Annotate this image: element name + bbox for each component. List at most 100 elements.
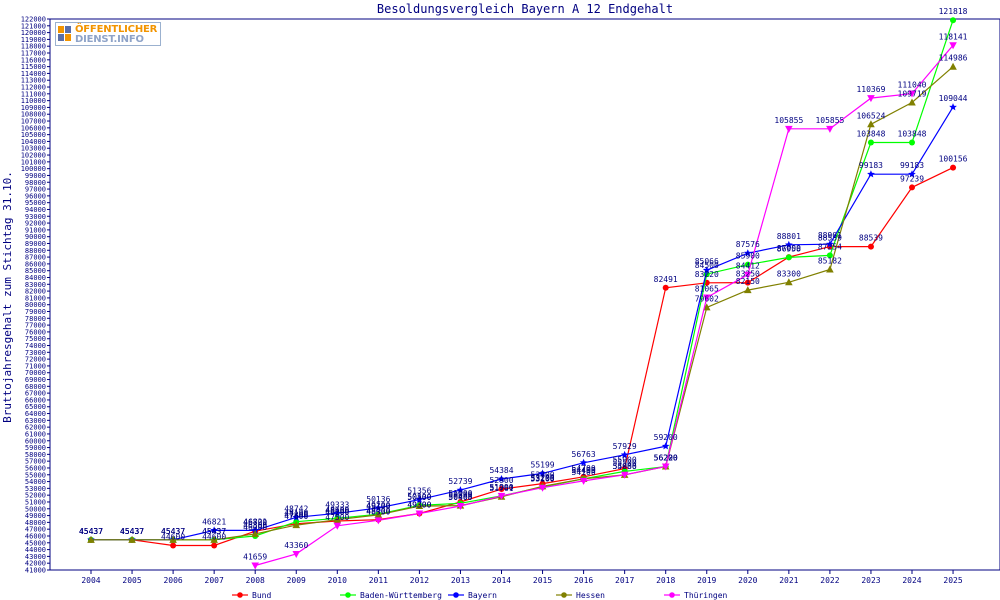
series-4-data-label: 54100	[572, 468, 596, 477]
y-tick-label: 86000	[25, 260, 46, 268]
chart-title: Besoldungsvergleich Bayern A 12 Endgehal…	[377, 2, 673, 16]
series-1-data-label: 121818	[939, 7, 968, 16]
y-tick-label: 75000	[25, 335, 46, 343]
series-3-marker	[128, 535, 136, 543]
y-tick-label: 105000	[21, 131, 46, 139]
series-0-data-label: 53700	[531, 471, 555, 480]
y-tick-label: 65000	[25, 403, 46, 411]
series-3-marker	[785, 278, 793, 286]
y-tick-label: 64000	[25, 410, 46, 418]
series-0-data-label: 55900	[613, 456, 637, 465]
y-tick-label: 88000	[25, 247, 46, 255]
y-tick-label: 89000	[25, 240, 46, 248]
series-2-data-label: 46821	[243, 517, 267, 526]
y-tick-label: 57000	[25, 458, 46, 466]
x-tick-label: 2015	[533, 576, 552, 585]
series-0-data-label: 46700	[243, 518, 267, 527]
series-2-data-label: 88901	[818, 231, 842, 240]
series-3-data-label: 54986	[613, 462, 637, 471]
x-tick-label: 2020	[738, 576, 757, 585]
y-tick-label: 103000	[21, 145, 46, 153]
y-tick-label: 67000	[25, 390, 46, 398]
series-1-data-label: 103848	[856, 129, 885, 138]
series-4-data-label: 81065	[695, 284, 719, 293]
series-3-marker	[169, 535, 177, 543]
series-4-data-label: 111040	[898, 81, 927, 90]
x-tick-label: 2025	[943, 576, 962, 585]
y-tick-label: 115000	[21, 63, 46, 71]
series-0-data-label: 48200	[325, 508, 349, 517]
series-4-data-label: 105855	[815, 116, 844, 125]
series-1-data-label: 45437	[161, 527, 185, 536]
y-tick-label: 80000	[25, 301, 46, 309]
x-tick-label: 2022	[820, 576, 839, 585]
y-tick-label: 114000	[21, 70, 46, 78]
legend-label: Bund	[252, 591, 271, 600]
y-tick-label: 78000	[25, 315, 46, 323]
series-0-line	[91, 167, 954, 547]
y-tick-label: 85000	[25, 267, 46, 275]
series-2-data-label: 109044	[939, 94, 968, 103]
y-tick-label: 113000	[21, 77, 46, 85]
y-tick-label: 92000	[25, 220, 46, 228]
series-3-data-label: 79602	[695, 294, 719, 303]
x-tick-label: 2021	[779, 576, 798, 585]
series-0-data-label: 88539	[818, 234, 842, 243]
series-2-marker	[702, 266, 711, 274]
series-3-data-label: 45437	[161, 527, 185, 536]
series-2-marker	[620, 450, 629, 459]
series-4-data-label: 53100	[531, 475, 555, 484]
y-tick-label: 42000	[25, 560, 46, 568]
series-4-marker	[456, 503, 465, 511]
series-4-marker	[744, 271, 752, 279]
series-3-data-label: 109719	[898, 90, 927, 99]
series-3-data-label: 54400	[572, 466, 596, 475]
series-2-data-label: 59200	[654, 433, 678, 442]
y-tick-label: 102000	[21, 152, 46, 160]
series-2-data-label: 85066	[695, 257, 719, 266]
series-1-data-label: 50500	[407, 492, 431, 501]
series-0-data-label: 51000	[448, 489, 472, 498]
series-2-data-label: 49333	[325, 500, 349, 509]
series-1-data-label: 51900	[489, 483, 513, 492]
series-4-marker	[702, 294, 711, 302]
x-axis: 2004 2005 2006 2007 2008 2009 2010 2011 2012 2013…	[81, 570, 963, 585]
y-tick-label: 48000	[25, 519, 46, 527]
y-tick-label: 69000	[25, 376, 46, 384]
series-4-marker	[579, 477, 588, 485]
series-4-marker	[785, 125, 793, 133]
series-0-marker	[211, 542, 218, 549]
plot-area	[49, 18, 1000, 571]
y-tick-label: 101000	[21, 158, 46, 166]
series-4-marker	[538, 484, 547, 492]
legend-swatch-marker	[345, 592, 351, 598]
series-3-data-label: 49100	[366, 502, 390, 511]
y-tick-label: 98000	[25, 179, 46, 187]
series-2-data-label: 45437	[79, 527, 103, 536]
x-tick-label: 2019	[697, 576, 716, 585]
series-1-line	[91, 20, 954, 541]
x-tick-label: 2012	[410, 576, 429, 585]
y-tick-label: 112000	[21, 84, 46, 92]
series-3-data-label: 51761	[489, 484, 513, 493]
series-3-marker	[374, 510, 383, 518]
series-0-marker	[867, 243, 874, 250]
series-0-data-label: 49300	[407, 501, 431, 510]
series-4-data-label: 105855	[774, 116, 803, 125]
series-2-marker	[210, 526, 218, 534]
series-0-data-label: 83250	[736, 270, 760, 279]
x-tick-label: 2018	[656, 576, 675, 585]
y-tick-label: 77000	[25, 322, 46, 330]
series-0-data-label: 82491	[654, 275, 678, 284]
y-tick-label: 106000	[21, 124, 46, 132]
series-3-data-label: 106524	[856, 111, 885, 120]
y-tick-label: 74000	[25, 342, 46, 350]
y-tick-label: 70000	[25, 369, 46, 377]
series-3-marker	[210, 535, 218, 543]
series-1-data-label: 84500	[695, 261, 719, 270]
y-tick-label: 121000	[21, 22, 46, 30]
y-tick-label: 71000	[25, 362, 46, 370]
legend-swatch-marker	[453, 592, 459, 598]
y-tick-label: 59000	[25, 444, 46, 452]
